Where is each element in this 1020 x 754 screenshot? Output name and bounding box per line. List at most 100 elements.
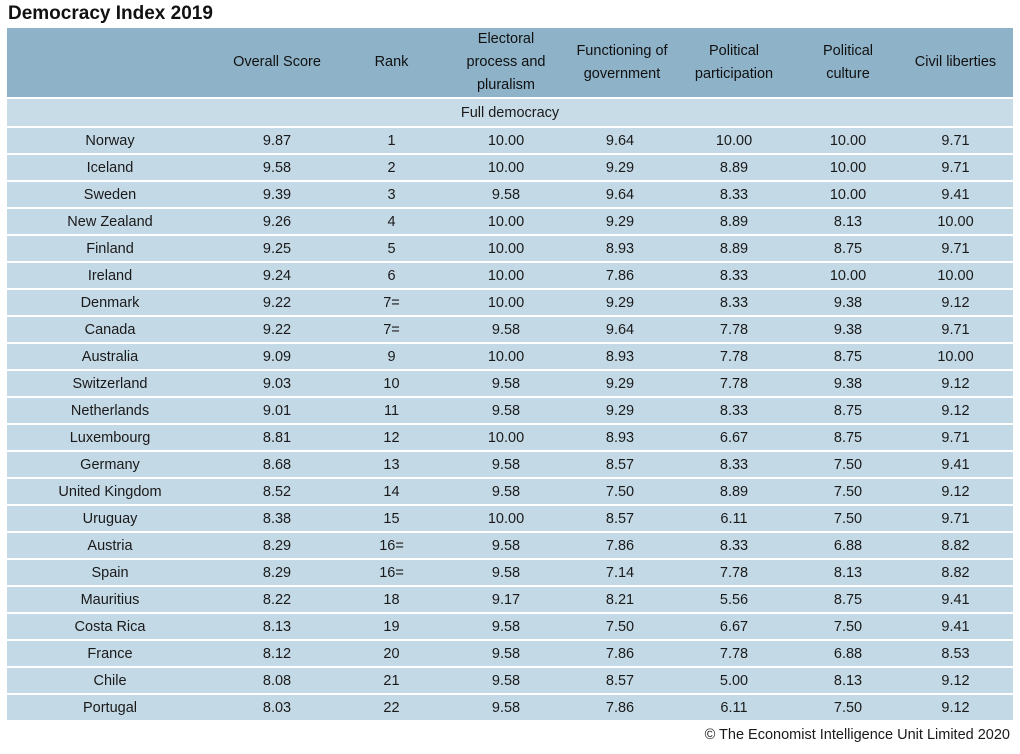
functioning-of-government-cell: 7.50 xyxy=(570,478,670,506)
political-culture-cell: 10.00 xyxy=(798,262,898,290)
political-culture-cell: 8.13 xyxy=(798,667,898,695)
functioning-of-government-cell: 9.64 xyxy=(570,181,670,209)
rank-cell: 21 xyxy=(341,667,442,695)
functioning-of-government-cell: 7.86 xyxy=(570,262,670,290)
civil-liberties-cell: 9.41 xyxy=(898,586,1013,614)
table-row: Luxembourg 8.81 12 10.00 8.93 6.67 8.75 9.71 xyxy=(7,424,1013,452)
country-cell: Australia xyxy=(7,343,213,371)
civil-liberties-cell: 9.12 xyxy=(898,667,1013,695)
country-cell: Sweden xyxy=(7,181,213,209)
political-culture-cell: 7.50 xyxy=(798,451,898,479)
functioning-of-government-cell: 9.29 xyxy=(570,397,670,425)
table-row: Ireland 9.24 6 10.00 7.86 8.33 10.00 10.00 xyxy=(7,262,1013,290)
country-cell: Switzerland xyxy=(7,370,213,398)
electoral-process-cell: 9.58 xyxy=(442,613,570,641)
rank-cell: 16= xyxy=(341,532,442,560)
country-cell: Costa Rica xyxy=(7,613,213,641)
column-header-country xyxy=(7,28,213,99)
civil-liberties-cell: 9.71 xyxy=(898,127,1013,155)
column-header-civil-liberties: Civil liberties xyxy=(898,28,1013,99)
political-participation-cell: 7.78 xyxy=(670,316,798,344)
electoral-process-cell: 10.00 xyxy=(442,424,570,452)
functioning-of-government-cell: 8.21 xyxy=(570,586,670,614)
overall-score-cell: 8.52 xyxy=(213,478,341,506)
electoral-process-cell: 9.58 xyxy=(442,181,570,209)
country-cell: Denmark xyxy=(7,289,213,317)
civil-liberties-cell: 9.12 xyxy=(898,397,1013,425)
electoral-process-cell: 9.58 xyxy=(442,451,570,479)
table-row: Mauritius 8.22 18 9.17 8.21 5.56 8.75 9.41 xyxy=(7,586,1013,614)
overall-score-cell: 8.38 xyxy=(213,505,341,533)
rank-cell: 2 xyxy=(341,154,442,182)
democracy-index-table: Overall Score Rank Electoral process and… xyxy=(7,28,1013,722)
rank-cell: 4 xyxy=(341,208,442,236)
functioning-of-government-cell: 7.86 xyxy=(570,694,670,722)
overall-score-cell: 8.13 xyxy=(213,613,341,641)
civil-liberties-cell: 9.71 xyxy=(898,505,1013,533)
table-row: Denmark 9.22 7= 10.00 9.29 8.33 9.38 9.12 xyxy=(7,289,1013,317)
electoral-process-cell: 9.17 xyxy=(442,586,570,614)
section-label: Full democracy xyxy=(7,98,1013,128)
electoral-process-cell: 10.00 xyxy=(442,343,570,371)
political-participation-cell: 8.89 xyxy=(670,478,798,506)
political-participation-cell: 6.67 xyxy=(670,424,798,452)
political-culture-cell: 8.13 xyxy=(798,559,898,587)
civil-liberties-cell: 8.53 xyxy=(898,640,1013,668)
electoral-process-cell: 9.58 xyxy=(442,478,570,506)
table-row: Finland 9.25 5 10.00 8.93 8.89 8.75 9.71 xyxy=(7,235,1013,263)
functioning-of-government-cell: 8.93 xyxy=(570,424,670,452)
civil-liberties-cell: 9.41 xyxy=(898,613,1013,641)
political-participation-cell: 8.33 xyxy=(670,262,798,290)
column-header-overall-score: Overall Score xyxy=(213,28,341,99)
overall-score-cell: 9.01 xyxy=(213,397,341,425)
rank-cell: 14 xyxy=(341,478,442,506)
political-culture-cell: 10.00 xyxy=(798,154,898,182)
rank-cell: 12 xyxy=(341,424,442,452)
overall-score-cell: 8.29 xyxy=(213,559,341,587)
political-participation-cell: 7.78 xyxy=(670,343,798,371)
political-participation-cell: 8.33 xyxy=(670,451,798,479)
civil-liberties-cell: 9.12 xyxy=(898,289,1013,317)
political-culture-cell: 8.75 xyxy=(798,343,898,371)
political-culture-cell: 7.50 xyxy=(798,613,898,641)
functioning-of-government-cell: 9.29 xyxy=(570,154,670,182)
country-cell: Norway xyxy=(7,127,213,155)
political-participation-cell: 8.33 xyxy=(670,532,798,560)
table-row: Australia 9.09 9 10.00 8.93 7.78 8.75 10.00 xyxy=(7,343,1013,371)
rank-cell: 5 xyxy=(341,235,442,263)
functioning-of-government-cell: 7.14 xyxy=(570,559,670,587)
political-participation-cell: 7.78 xyxy=(670,640,798,668)
political-participation-cell: 6.11 xyxy=(670,505,798,533)
functioning-of-government-cell: 8.57 xyxy=(570,505,670,533)
country-cell: France xyxy=(7,640,213,668)
civil-liberties-cell: 10.00 xyxy=(898,208,1013,236)
civil-liberties-cell: 8.82 xyxy=(898,559,1013,587)
functioning-of-government-cell: 9.64 xyxy=(570,316,670,344)
civil-liberties-cell: 9.12 xyxy=(898,370,1013,398)
political-participation-cell: 8.33 xyxy=(670,289,798,317)
rank-cell: 16= xyxy=(341,559,442,587)
democracy-index-table-container: Overall Score Rank Electoral process and… xyxy=(7,28,1013,722)
country-cell: Spain xyxy=(7,559,213,587)
country-cell: Luxembourg xyxy=(7,424,213,452)
civil-liberties-cell: 9.71 xyxy=(898,235,1013,263)
overall-score-cell: 9.22 xyxy=(213,316,341,344)
civil-liberties-cell: 9.71 xyxy=(898,316,1013,344)
country-cell: Chile xyxy=(7,667,213,695)
country-cell: Canada xyxy=(7,316,213,344)
civil-liberties-cell: 10.00 xyxy=(898,262,1013,290)
political-culture-cell: 9.38 xyxy=(798,370,898,398)
column-header-functioning-label: Functioning of government xyxy=(576,42,668,82)
table-row: Canada 9.22 7= 9.58 9.64 7.78 9.38 9.71 xyxy=(7,316,1013,344)
electoral-process-cell: 10.00 xyxy=(442,208,570,236)
column-header-electoral-process: Electoral process and pluralism xyxy=(442,28,570,99)
political-culture-cell: 9.38 xyxy=(798,316,898,344)
political-participation-cell: 7.78 xyxy=(670,559,798,587)
civil-liberties-cell: 8.82 xyxy=(898,532,1013,560)
political-participation-cell: 6.67 xyxy=(670,613,798,641)
table-row: Norway 9.87 1 10.00 9.64 10.00 10.00 9.71 xyxy=(7,127,1013,155)
overall-score-cell: 8.29 xyxy=(213,532,341,560)
political-participation-cell: 8.89 xyxy=(670,235,798,263)
functioning-of-government-cell: 8.93 xyxy=(570,235,670,263)
civil-liberties-cell: 9.12 xyxy=(898,478,1013,506)
